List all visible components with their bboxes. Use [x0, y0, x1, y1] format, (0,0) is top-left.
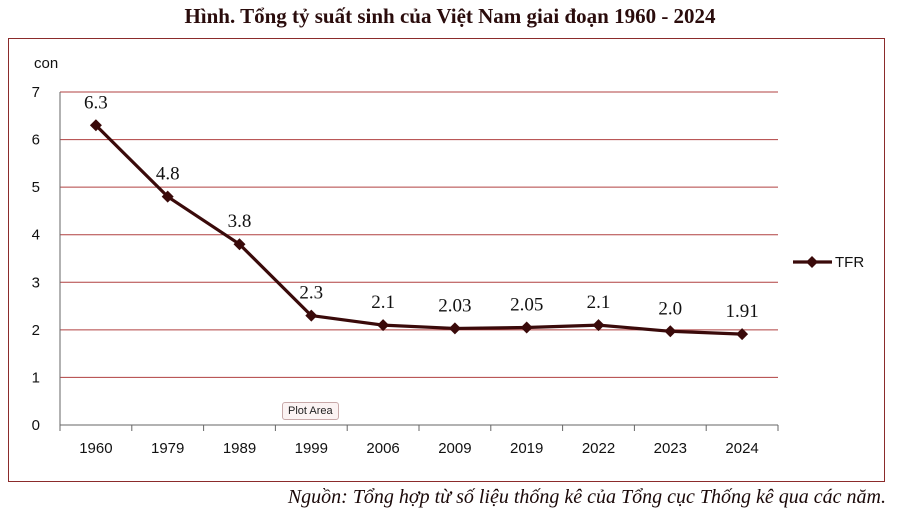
- x-tick-label: 2019: [510, 440, 543, 457]
- y-axis-unit-label: con: [34, 55, 59, 72]
- source-note: Nguồn: Tổng hợp từ số liệu thống kê của …: [287, 486, 886, 508]
- y-tick-label: 0: [32, 417, 40, 434]
- data-point-marker: [377, 319, 390, 332]
- x-tick-label: 2024: [725, 440, 758, 457]
- data-label: 3.8: [228, 211, 252, 232]
- data-point-marker: [448, 322, 461, 335]
- data-point-marker: [736, 328, 749, 341]
- data-label: 2.0: [658, 298, 682, 319]
- y-tick-label: 1: [32, 369, 40, 386]
- data-point-marker: [592, 319, 605, 332]
- x-tick-label: 2022: [582, 440, 615, 457]
- y-tick-label: 5: [32, 179, 40, 196]
- x-tick-label: 1960: [79, 440, 112, 457]
- y-tick-label: 6: [32, 132, 40, 149]
- chart-title: Hình. Tổng tỷ suất sinh của Việt Nam gia…: [184, 4, 716, 28]
- data-point-marker: [161, 190, 174, 203]
- data-label: 2.05: [510, 294, 543, 315]
- data-point-marker: [664, 325, 677, 338]
- data-point-marker: [89, 119, 102, 132]
- series-line-tfr: [94, 124, 743, 336]
- x-tick-label: 2023: [654, 440, 687, 457]
- data-label: 2.3: [299, 283, 323, 304]
- data-point-marker: [233, 238, 246, 251]
- y-tick-label: 2: [32, 322, 40, 339]
- y-tick-label: 3: [32, 274, 40, 291]
- plot-area-tooltip: Plot Area: [282, 402, 339, 420]
- x-tick-label: 1979: [151, 440, 184, 457]
- data-label: 6.3: [84, 92, 108, 113]
- legend-marker: [806, 256, 818, 268]
- x-tick-label: 1989: [223, 440, 256, 457]
- x-tick-label: 2009: [438, 440, 471, 457]
- data-label: 2.03: [438, 295, 471, 316]
- data-label: 2.1: [587, 292, 611, 313]
- data-label: 2.1: [371, 292, 395, 313]
- chart-frame: [8, 38, 885, 482]
- y-tick-label: 4: [32, 227, 40, 244]
- legend-label: TFR: [835, 254, 864, 271]
- y-tick-label: 7: [32, 84, 40, 101]
- x-tick-label: 1999: [295, 440, 328, 457]
- data-label: 1.91: [725, 301, 758, 322]
- data-label: 4.8: [156, 164, 180, 185]
- data-point-marker: [520, 321, 533, 334]
- data-point-marker: [305, 309, 318, 322]
- x-tick-label: 2006: [366, 440, 399, 457]
